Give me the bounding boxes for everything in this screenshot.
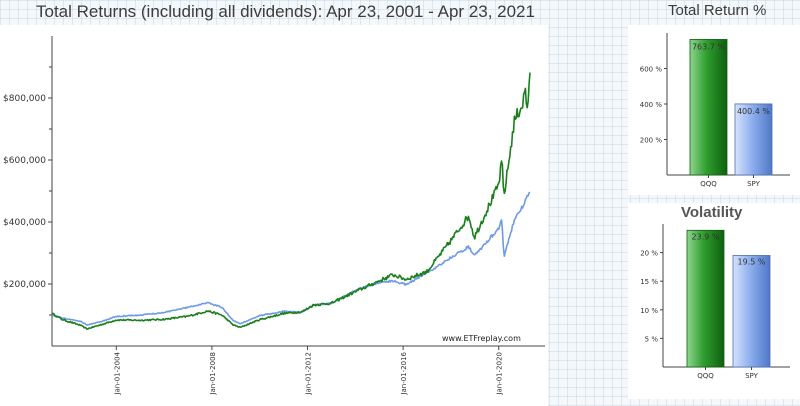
return-bar-spy — [734, 103, 773, 176]
return-category-label: QQQ — [700, 180, 717, 188]
return-value-label: 400.4 % — [737, 107, 770, 116]
total-return-title: Total Return % — [668, 2, 767, 19]
volatility-title: Volatility — [681, 204, 743, 221]
volatility-bar-qqq — [686, 229, 725, 368]
volatility-value-label: 23.9 % — [692, 232, 720, 241]
volatility-y-tick-label: 20 % — [640, 250, 658, 258]
return-y-tick-label: 400 % — [640, 101, 663, 109]
watermark-text: www.ETFreplay.com — [442, 334, 521, 343]
line-chart-panel — [0, 25, 548, 406]
volatility-category-label: QQQ — [697, 372, 714, 380]
x-tick-label: Jan-01-2008 — [209, 352, 217, 396]
line-chart: $200,000 $400,000 $600,000 $800,000 Jan-01-2… — [3, 36, 545, 396]
y-tick-label: $200,000 — [3, 280, 46, 290]
volatility-bar-chart: 5 % 10 % 15 % 20 % 23.9 % QQQ 19.5 % SPY — [640, 224, 790, 380]
x-tick-label: Jan-01-2016 — [400, 351, 408, 395]
volatility-y-tick-label: 5 % — [645, 335, 659, 343]
return-bar-qqq — [689, 39, 728, 176]
volatility-y-tick-label: 15 % — [640, 278, 658, 286]
volatility-value-label: 19.5 % — [738, 257, 766, 266]
total-return-bar-chart: 200 % 400 % 600 % 763.7 % QQQ 400.4 % SPY — [640, 33, 790, 188]
return-y-tick-label: 200 % — [640, 137, 663, 145]
y-tick-label: $600,000 — [3, 156, 46, 166]
y-tick-label: $800,000 — [3, 94, 46, 104]
x-tick-label: Jan-01-2012 — [305, 352, 313, 396]
return-category-label: SPY — [747, 180, 761, 188]
volatility-bar-spy — [732, 255, 771, 368]
return-y-tick-label: 600 % — [640, 66, 663, 74]
volatility-y-tick-label: 10 % — [640, 307, 658, 315]
return-value-label: 763.7 % — [692, 42, 725, 51]
line-chart-title: Total Returns (including all dividends):… — [36, 2, 535, 21]
series-line-qqq — [51, 72, 531, 330]
x-tick-label: Jan-01-2004 — [113, 351, 121, 395]
series-line-spy — [51, 191, 531, 326]
y-tick-label: $400,000 — [3, 218, 46, 228]
x-tick-label: Jan-01-2020 — [496, 352, 504, 396]
volatility-category-label: SPY — [745, 372, 759, 380]
